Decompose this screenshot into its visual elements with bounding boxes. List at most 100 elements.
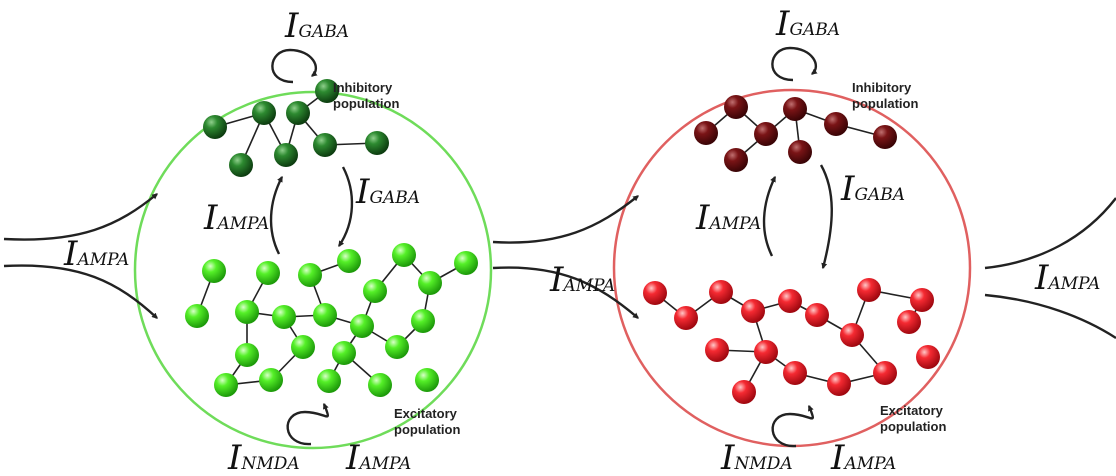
inhibitory-neuron: [315, 79, 339, 103]
inhibitory-neuron: [788, 140, 812, 164]
input-arrow-lower: [492, 266, 639, 319]
excitatory-neuron: [805, 303, 829, 327]
excitatory-neuron: [185, 304, 209, 328]
excitatory-neuron: [368, 373, 392, 397]
excitatory-neuron: [754, 340, 778, 364]
excitatory-neuron: [272, 305, 296, 329]
inhibitory-neuron: [754, 122, 778, 146]
inhibitory-neuron: [252, 101, 276, 125]
excitatory-population-label: Excitatory population: [394, 406, 461, 437]
current-label-ampa-recurrent: IAMPA: [830, 438, 896, 476]
inhibitory-neuron: [724, 95, 748, 119]
excitatory-neuron: [916, 345, 940, 369]
outgoing-projection: IAMPA: [984, 197, 1116, 340]
excitatory-neuron: [214, 373, 238, 397]
excitatory-neuron: [910, 288, 934, 312]
label-line: population: [333, 96, 399, 111]
label-line: Excitatory: [880, 403, 944, 418]
excitatory-neuron: [827, 372, 851, 396]
excitatory-neuron: [741, 299, 765, 323]
inhibitory-neuron: [286, 101, 310, 125]
inhibitory-neuron: [365, 131, 389, 155]
excitatory-neuron: [298, 263, 322, 287]
excitatory-neuron: [709, 280, 733, 304]
current-label-exc-to-inh: IAMPA: [203, 198, 269, 238]
output-arrow-upper: [984, 197, 1116, 270]
excitatory-neuron: [454, 251, 478, 275]
inhibitory-population-label: Inhibitory population: [852, 80, 918, 111]
current-label-exc-to-inh: IAMPA: [695, 198, 761, 238]
excitatory-neuron: [256, 261, 280, 285]
current-label-external-input: IAMPA: [63, 234, 129, 274]
inhibitory-neuron: [229, 153, 253, 177]
excitatory-neuron: [732, 380, 756, 404]
inhibitory-neuron: [274, 143, 298, 167]
label-line: Inhibitory: [333, 80, 393, 95]
exc-to-inh-arrow: [269, 175, 284, 255]
inhibitory-neuron: [313, 133, 337, 157]
inhibitory-neuron: [694, 121, 718, 145]
label-line: Excitatory: [394, 406, 458, 421]
label-line: Inhibitory: [852, 80, 912, 95]
excitatory-neuron: [392, 243, 416, 267]
excitatory-neuron: [291, 335, 315, 359]
excitatory-neuron: [418, 271, 442, 295]
green-column: Inhibitory population Excitatory populat…: [3, 6, 493, 476]
red-excitatory-neurons: [643, 278, 940, 404]
excitatory-neuron: [363, 279, 387, 303]
excitatory-neuron: [337, 249, 361, 273]
excitatory-neuron: [897, 310, 921, 334]
excitatory-population-label: Excitatory population: [880, 403, 947, 434]
excitatory-neuron: [873, 361, 897, 385]
current-label-ampa-recurrent: IAMPA: [345, 438, 411, 476]
excitatory-neuron: [674, 306, 698, 330]
red-column: Inhibitory population Excitatory populat…: [492, 4, 972, 476]
excitatory-neuron: [313, 303, 337, 327]
excitatory-neuron: [857, 278, 881, 302]
excitatory-neuron: [415, 368, 439, 392]
input-arrow-upper: [3, 193, 158, 241]
label-line: population: [394, 422, 460, 437]
excitatory-neuron: [643, 281, 667, 305]
green-inhibitory-neurons: [203, 79, 389, 177]
excitatory-neuron: [350, 314, 374, 338]
excitatory-neuron: [705, 338, 729, 362]
excitatory-neuron: [783, 361, 807, 385]
excitatory-neuron: [202, 259, 226, 283]
label-line: population: [852, 96, 918, 111]
current-label-inh-to-exc: IGABA: [840, 169, 905, 209]
current-label-external-input: IAMPA: [549, 260, 615, 300]
current-label-inh-to-exc: IGABA: [355, 172, 420, 212]
excitatory-neuron: [840, 323, 864, 347]
self-excitation-loop-arrow: [771, 404, 814, 448]
excitatory-neuron: [385, 335, 409, 359]
inh-to-exc-arrow: [338, 166, 354, 247]
self-excitation-loop-arrow: [286, 402, 329, 446]
excitatory-neuron: [235, 343, 259, 367]
current-label-output: IAMPA: [1034, 258, 1100, 298]
inhibitory-neuron: [203, 115, 227, 139]
label-line: population: [880, 419, 946, 434]
inhibitory-neuron: [824, 112, 848, 136]
green-boundary-circle: [133, 90, 493, 450]
excitatory-neuron: [332, 341, 356, 365]
current-label-self-inhibitory: IGABA: [775, 4, 840, 44]
excitatory-neuron: [778, 289, 802, 313]
inhibitory-neuron: [783, 97, 807, 121]
exc-to-inh-arrow: [762, 175, 777, 257]
output-arrow-lower: [984, 293, 1116, 340]
input-arrow-lower: [3, 264, 158, 319]
inhibitory-population-label: Inhibitory population: [333, 80, 399, 111]
self-inhibition-loop-arrow: [271, 48, 318, 84]
current-label-nmda: INMDA: [227, 438, 300, 476]
excitatory-neuron: [259, 368, 283, 392]
excitatory-neuron: [411, 309, 435, 333]
green-excitatory-neurons: [185, 243, 478, 397]
excitatory-neuron: [235, 300, 259, 324]
excitatory-neuron: [317, 369, 341, 393]
red-inhibitory-neurons: [694, 95, 897, 172]
inh-to-exc-arrow: [819, 164, 833, 270]
current-label-nmda: INMDA: [720, 438, 793, 476]
current-label-self-inhibitory: IGABA: [284, 6, 349, 46]
